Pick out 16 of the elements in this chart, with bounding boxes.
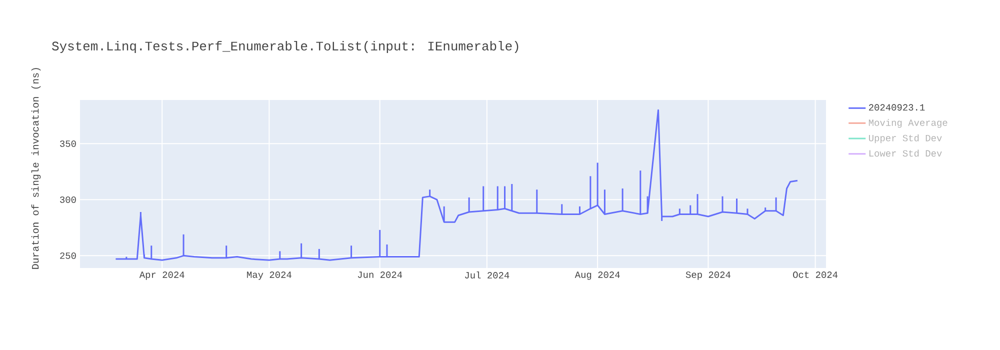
- legend-label: Lower Std Dev: [869, 150, 942, 157]
- x-tick-label: Jul 2024: [465, 272, 510, 278]
- x-tick-label: Jun 2024: [358, 272, 402, 278]
- chart-title: System.Linq.Tests.Perf_Enumerable.ToList(input: IEnumerable): [52, 40, 518, 54]
- x-tick-label: Apr 2024: [139, 272, 184, 280]
- x-tick-label: Oct 2024: [793, 272, 838, 278]
- y-tick-label: 250: [60, 252, 76, 259]
- legend-label: 20240923.1: [869, 104, 925, 111]
- x-tick-label: May 2024: [247, 272, 292, 280]
- y-tick-label: 350: [60, 140, 76, 147]
- legend-label: Moving Average: [868, 118, 948, 128]
- legend-label: Upper Std Dev: [869, 134, 942, 144]
- y-axis-title: Duration of single invocation (ns): [31, 68, 41, 269]
- y-tick-label: 300: [60, 196, 76, 203]
- x-tick-label: Aug 2024: [574, 272, 620, 280]
- x-tick-label: Sep 2024: [686, 272, 730, 280]
